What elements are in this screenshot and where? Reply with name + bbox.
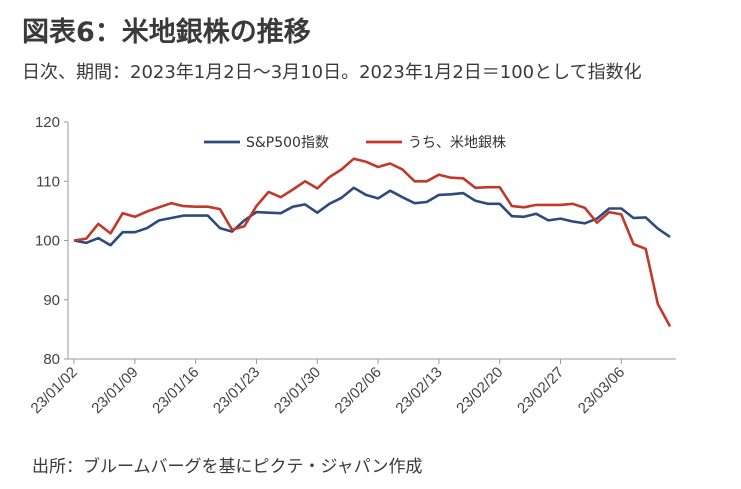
y-tick-label: 110 (36, 173, 60, 190)
y-tick-label: 80 (43, 351, 60, 368)
y-tick-label: 90 (43, 292, 60, 309)
x-tick-label: 23/01/30 (271, 364, 324, 417)
regional-bank-series-line (73, 157, 672, 328)
legend-label: S&P500指数 (246, 135, 329, 151)
legend-label: うち、米地銀株 (408, 135, 506, 151)
x-tick-label: 23/01/23 (210, 364, 263, 417)
x-tick-label: 23/03/06 (575, 364, 628, 417)
x-tick-label: 23/01/02 (28, 364, 81, 417)
chart-axes (67, 122, 676, 360)
sp500-series-line (73, 186, 671, 247)
x-tick-label: 23/02/27 (514, 364, 567, 417)
chart-title: 図表6：米地銀株の推移 (22, 17, 311, 48)
x-tick-label: 23/01/09 (88, 364, 141, 417)
source-note: 出所：ブルームバーグを基にピクテ・ジャパン作成 (32, 457, 423, 477)
x-tick-label: 23/02/20 (453, 364, 506, 417)
chart-legend: S&P500指数 うち、米地銀株 (204, 135, 506, 151)
y-tick-label: 100 (35, 233, 60, 250)
y-tick-label: 120 (35, 114, 60, 131)
x-tick-label: 23/02/13 (392, 364, 445, 417)
chart-subtitle: 日次、期間：2023年1月2日～3月10日。2023年1月2日＝100として指数… (22, 62, 642, 83)
x-tick-label: 23/02/06 (332, 364, 385, 417)
x-axis-ticks: 23/01/02 23/01/09 23/01/16 23/01/23 23/01/30… (28, 359, 628, 417)
y-axis-ticks: 80 90 100 110 120 (35, 114, 68, 368)
x-tick-label: 23/01/16 (149, 364, 202, 417)
series-lines (73, 157, 672, 328)
